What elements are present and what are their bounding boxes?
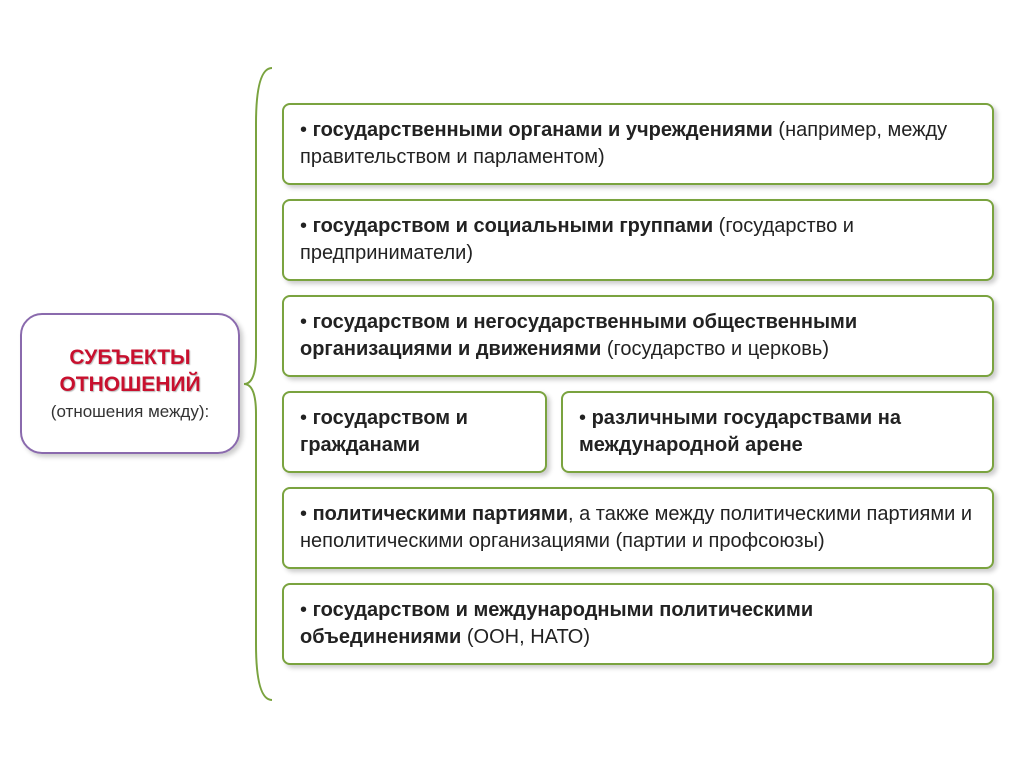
item-citizens: • государством и гражданами [282,391,547,473]
item-bold: государством и гражданами [300,407,468,456]
item-bold: политическими партиями [313,503,568,525]
item-bold: государственными органами и учреждениями [313,119,773,141]
item-bold: различными государствами на международно… [579,407,901,456]
item-rest: (ООН, НАТО) [461,626,590,648]
title-line1: СУБЪЕКТЫ [69,346,190,369]
main-subject-box: СУБЪЕКТЫ ОТНОШЕНИЙ (отношения между): [20,313,240,454]
curly-brace-icon [242,64,276,704]
main-subtitle: (отношения между): [34,402,226,422]
item-international-states: • различными государствами на международ… [561,391,994,473]
diagram-container: СУБЪЕКТЫ ОТНОШЕНИЙ (отношения между): • … [0,0,1024,767]
main-title: СУБЪЕКТЫ ОТНОШЕНИЙ [34,345,226,398]
items-column: • государственными органами и учреждения… [282,103,994,665]
item-bold: государством и социальными группами [313,215,714,237]
title-line2: ОТНОШЕНИЙ [59,373,200,396]
item-gov-organs: • государственными органами и учреждения… [282,103,994,185]
item-rest: (государство и церковь) [601,338,829,360]
item-international-unions: • государством и международными политиче… [282,583,994,665]
item-row-pair: • государством и гражданами • различными… [282,391,994,473]
item-social-groups: • государством и социальными группами (г… [282,199,994,281]
item-political-parties: • политическими партиями, а также между … [282,487,994,569]
item-non-gov-orgs: • государством и негосударственными обще… [282,295,994,377]
